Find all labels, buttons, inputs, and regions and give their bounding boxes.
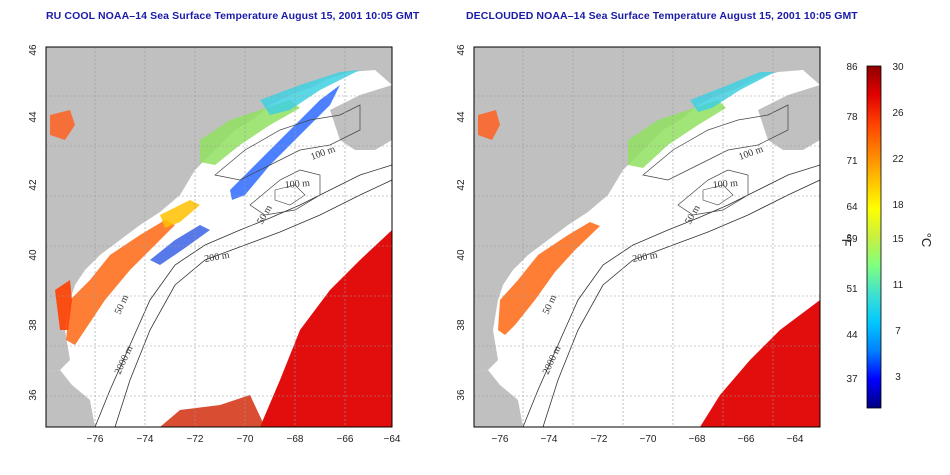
right-frame bbox=[473, 46, 821, 428]
right-contour-2000m bbox=[542, 179, 820, 427]
left-contour-gulf bbox=[214, 104, 361, 181]
colorbar: 86 78 71 64 59 51 44 37 30 26 22 18 15 1… bbox=[839, 62, 934, 409]
right-contour-200m bbox=[522, 164, 820, 427]
right-lon-tick: −68 bbox=[689, 434, 706, 445]
left-grid bbox=[46, 47, 392, 427]
left-contour-50m bbox=[274, 184, 306, 206]
right-land-nova-scotia bbox=[758, 85, 820, 150]
right-lat-tick: 46 bbox=[456, 44, 467, 56]
left-lat-tick: 40 bbox=[28, 249, 39, 261]
left-land-north bbox=[46, 47, 392, 372]
left-lat-ticks: 46 44 42 40 38 36 bbox=[28, 44, 39, 401]
right-lat-tick: 36 bbox=[456, 389, 467, 401]
right-map: 100 m 100 m 50 m 200 m 50 m 2000 m −76 −… bbox=[456, 44, 821, 445]
right-sst-red-se bbox=[700, 300, 820, 427]
right-land-south bbox=[474, 370, 523, 427]
right-sst-green bbox=[628, 100, 726, 168]
left-lat-tick: 46 bbox=[28, 44, 39, 56]
fahrenheit-tick: 71 bbox=[846, 156, 858, 167]
left-lon-tick: −72 bbox=[187, 434, 204, 445]
right-lon-tick: −74 bbox=[541, 434, 558, 445]
left-lon-tick: −68 bbox=[287, 434, 304, 445]
colorbar-celsius-ticks: 30 26 22 18 15 11 7 3 bbox=[892, 62, 904, 383]
left-sst-yellow bbox=[160, 200, 200, 228]
right-grid bbox=[474, 47, 820, 427]
fahrenheit-tick: 64 bbox=[846, 202, 858, 213]
left-contour-2000m bbox=[114, 179, 392, 427]
left-sst-orange-ne bbox=[50, 110, 75, 140]
left-sst-red-se bbox=[260, 230, 392, 427]
fahrenheit-tick: 78 bbox=[846, 112, 858, 123]
left-label-200m: 200 m bbox=[204, 250, 231, 265]
left-label-100m-b: 100 m bbox=[284, 178, 310, 191]
right-sst-cyan bbox=[690, 72, 775, 112]
left-sst-green bbox=[200, 100, 300, 165]
right-lat-tick: 40 bbox=[456, 249, 467, 261]
left-lat-tick: 44 bbox=[28, 111, 39, 123]
celsius-tick: 30 bbox=[892, 62, 904, 73]
left-map: 100 m 100 m 50 m 200 m 50 m 2000 m −76 −… bbox=[28, 44, 401, 445]
celsius-tick: 11 bbox=[893, 280, 904, 291]
right-lon-ticks: −76 −74 −72 −70 −68 −66 −64 bbox=[492, 434, 804, 445]
right-sst-warm-coast bbox=[498, 222, 600, 335]
left-land-nova-scotia bbox=[330, 85, 392, 150]
right-lon-tick: −76 bbox=[492, 434, 509, 445]
right-sst-orange-ne bbox=[478, 110, 500, 140]
left-lat-tick: 36 bbox=[28, 389, 39, 401]
right-map-title: DECLOUDED NOAA–14 Sea Surface Temperatur… bbox=[466, 10, 858, 22]
left-sst-cyan bbox=[260, 70, 360, 115]
celsius-tick: 22 bbox=[892, 154, 904, 165]
left-lon-tick: −64 bbox=[384, 434, 401, 445]
left-contour-200m bbox=[94, 164, 392, 427]
left-sst-chesapeake bbox=[55, 280, 72, 330]
left-lat-tick: 42 bbox=[28, 179, 39, 191]
colorbar-fahrenheit-ticks: 86 78 71 64 59 51 44 37 bbox=[846, 62, 858, 385]
left-lon-tick: −66 bbox=[337, 434, 354, 445]
left-contour-100m bbox=[249, 169, 321, 216]
left-sst-red-s bbox=[160, 395, 265, 427]
colorbar-bar bbox=[866, 65, 882, 409]
right-lon-tick: −64 bbox=[787, 434, 804, 445]
fahrenheit-tick: 59 bbox=[846, 234, 858, 245]
right-label-200m: 200 m bbox=[632, 250, 659, 265]
celsius-tick: 26 bbox=[892, 108, 904, 119]
celsius-tick: 7 bbox=[895, 326, 901, 337]
right-lat-ticks: 46 44 42 40 38 36 bbox=[456, 44, 467, 401]
fahrenheit-tick: 44 bbox=[846, 330, 858, 341]
right-land-north bbox=[474, 47, 820, 372]
celsius-tick: 3 bbox=[895, 372, 901, 383]
left-sst-warm-coast bbox=[66, 220, 175, 345]
fahrenheit-tick: 51 bbox=[846, 284, 858, 295]
left-map-title: RU COOL NOAA–14 Sea Surface Temperature … bbox=[46, 10, 420, 22]
left-land-south bbox=[46, 370, 95, 427]
right-lon-tick: −70 bbox=[640, 434, 657, 445]
celsius-unit-label: °C bbox=[919, 233, 934, 248]
fahrenheit-unit-label: °F bbox=[839, 233, 854, 246]
right-lon-tick: −72 bbox=[591, 434, 608, 445]
fahrenheit-tick: 86 bbox=[846, 62, 858, 73]
right-lon-tick: −66 bbox=[738, 434, 755, 445]
left-lon-tick: −76 bbox=[87, 434, 104, 445]
left-frame bbox=[45, 46, 393, 428]
right-lat-tick: 38 bbox=[456, 319, 467, 331]
right-contour-gulf bbox=[642, 104, 789, 181]
right-lat-tick: 42 bbox=[456, 179, 467, 191]
left-lon-ticks: −76 −74 −72 −70 −68 −66 −64 bbox=[87, 434, 401, 445]
fahrenheit-tick: 37 bbox=[846, 374, 858, 385]
celsius-tick: 15 bbox=[892, 234, 904, 245]
left-lon-tick: −74 bbox=[137, 434, 154, 445]
right-contour-50m bbox=[702, 184, 734, 206]
right-label-100m-b: 100 m bbox=[712, 178, 738, 191]
left-lat-tick: 38 bbox=[28, 319, 39, 331]
celsius-tick: 18 bbox=[892, 200, 904, 211]
left-lon-tick: −70 bbox=[237, 434, 254, 445]
right-lat-tick: 44 bbox=[456, 111, 467, 123]
right-contour-100m bbox=[677, 169, 749, 216]
